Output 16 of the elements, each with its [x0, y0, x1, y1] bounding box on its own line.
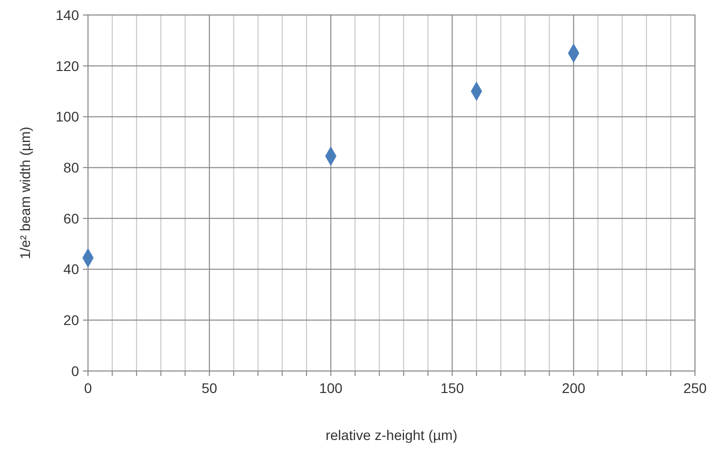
- y-tick-label: 100: [56, 108, 80, 125]
- y-tick-label: 60: [63, 210, 80, 226]
- y-tick-label: 140: [56, 6, 80, 23]
- x-axis-title: relative z-height (µm): [326, 427, 458, 443]
- x-tick-label: 100: [319, 380, 343, 396]
- x-tick-label: 50: [202, 380, 218, 396]
- x-tick-label: 150: [440, 380, 464, 396]
- y-tick-label: 40: [63, 261, 80, 278]
- y-tick-label: 0: [71, 362, 80, 379]
- y-tick-label: 80: [63, 159, 80, 176]
- y-tick-label: 20: [63, 312, 80, 328]
- x-tick-label: 250: [683, 380, 707, 396]
- x-tick-label: 0: [84, 380, 92, 396]
- x-tick-label: 200: [562, 380, 586, 396]
- y-axis-title: 1/e² beam width (µm): [17, 126, 33, 260]
- y-tick-label: 120: [56, 58, 80, 74]
